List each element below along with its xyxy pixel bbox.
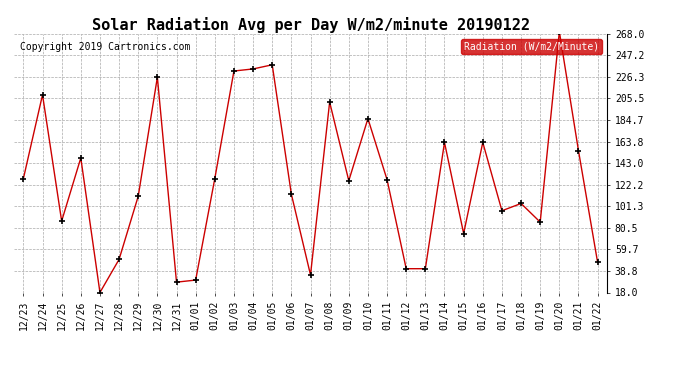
Legend: Radiation (W/m2/Minute): Radiation (W/m2/Minute)	[462, 39, 602, 54]
Title: Solar Radiation Avg per Day W/m2/minute 20190122: Solar Radiation Avg per Day W/m2/minute …	[92, 16, 529, 33]
Text: Copyright 2019 Cartronics.com: Copyright 2019 Cartronics.com	[20, 42, 190, 51]
